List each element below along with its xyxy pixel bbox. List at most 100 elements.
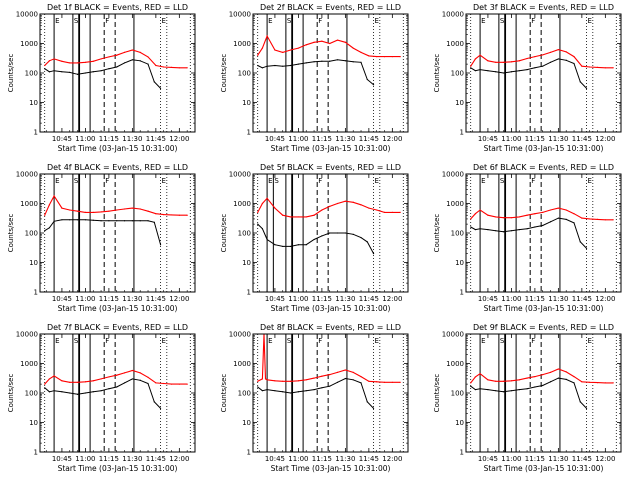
- lld-point: [510, 380, 513, 382]
- lld-point: [186, 67, 188, 69]
- events-point: [123, 220, 126, 222]
- x-tick-label: 10:45: [265, 295, 285, 303]
- events-point: [510, 230, 513, 232]
- x-tick-label: 12:00: [595, 455, 615, 463]
- lld-point: [53, 58, 55, 60]
- events-point: [297, 391, 300, 393]
- events-point: [116, 386, 118, 388]
- lld-point: [123, 208, 126, 210]
- panel-9: Det 9f BLACK = Events, RED = LLD E S F E 1 10 1…: [433, 323, 622, 473]
- y-tick-label: 10000: [442, 331, 464, 339]
- lld-point: [53, 195, 55, 197]
- y-axis-label: Counts/sec: [7, 214, 15, 253]
- y-axis-label: Counts/sec: [220, 214, 228, 253]
- lld-point: [170, 66, 173, 68]
- y-axis-label: Counts/sec: [7, 54, 15, 93]
- lld-point: [282, 214, 284, 216]
- panel-mark: E: [55, 177, 59, 185]
- panel-7: Det 7f BLACK = Events, RED = LLD E S F E 1 10 1…: [7, 323, 196, 473]
- y-axis-label: Counts/sec: [7, 374, 15, 413]
- x-tick-label: 11:15: [312, 135, 332, 143]
- events-point: [266, 65, 268, 67]
- lld-point: [274, 380, 276, 382]
- lld-point: [321, 209, 323, 211]
- events-point: [487, 70, 489, 72]
- events-point: [526, 69, 528, 71]
- lld-point: [352, 371, 354, 373]
- lld-point: [84, 381, 87, 383]
- lld-point: [61, 380, 63, 382]
- events-point: [565, 218, 567, 220]
- lld-point: [368, 55, 370, 57]
- lld-series-line: [257, 334, 401, 383]
- lld-point: [502, 61, 505, 63]
- panel-mark: S: [287, 337, 292, 345]
- y-tick-label: 1: [34, 129, 38, 137]
- events-point: [321, 235, 323, 237]
- events-point: [76, 73, 79, 75]
- plot-area: [470, 334, 617, 452]
- lld-point: [565, 51, 567, 53]
- lld-point: [297, 216, 300, 218]
- lld-point: [565, 371, 567, 373]
- lld-point: [76, 62, 79, 64]
- x-tick-label: 11:30: [335, 455, 355, 463]
- events-point: [336, 381, 339, 383]
- lld-point: [596, 66, 599, 68]
- events-point: [329, 232, 331, 234]
- events-point: [534, 386, 536, 388]
- y-axis-label: Counts/sec: [433, 54, 441, 93]
- y-tick-label: 1: [460, 449, 464, 457]
- lld-point: [549, 209, 552, 211]
- y-tick-label: 1000: [20, 200, 38, 208]
- y-tick-label: 100: [238, 390, 251, 398]
- x-axis-label: Start Time (03-Jan-15 10:31:00): [271, 464, 391, 473]
- y-tick-label: 1: [247, 289, 251, 297]
- lld-point: [336, 39, 339, 41]
- panel-mark: F: [531, 337, 535, 345]
- x-tick-label: 10:45: [265, 135, 285, 143]
- lld-point: [131, 49, 133, 51]
- panel-1: Det 1f BLACK = Events, RED = LLD E S F E 1 10 1…: [7, 3, 196, 153]
- lld-point: [376, 209, 378, 211]
- events-point: [542, 224, 544, 227]
- lld-point: [589, 66, 591, 68]
- y-tick-label: 100: [25, 230, 38, 238]
- y-tick-label: 1: [460, 129, 464, 137]
- lld-point: [92, 380, 94, 382]
- x-axis-label: Start Time (03-Jan-15 10:31:00): [484, 144, 604, 153]
- lld-point: [399, 381, 401, 383]
- events-point: [139, 60, 141, 62]
- events-point: [76, 393, 79, 395]
- panel-mark: S: [287, 17, 292, 25]
- y-tick-label: 10: [455, 419, 464, 427]
- events-point: [44, 68, 46, 70]
- x-axis-label: Start Time (03-Jan-15 10:31:00): [484, 464, 604, 473]
- events-point: [502, 72, 505, 74]
- events-point: [565, 378, 567, 380]
- events-point: [261, 67, 263, 69]
- events-point: [274, 244, 276, 246]
- lld-point: [391, 211, 393, 213]
- x-tick-label: 11:00: [288, 295, 308, 303]
- lld-point: [518, 216, 520, 218]
- panel-mark: S: [74, 337, 79, 345]
- lld-point: [100, 378, 102, 380]
- events-point: [153, 81, 155, 83]
- lld-point: [305, 379, 307, 381]
- lld-point: [329, 205, 331, 207]
- lld-point: [257, 211, 259, 213]
- x-tick-label: 10:45: [265, 455, 285, 463]
- lld-point: [178, 383, 180, 385]
- events-point: [579, 241, 581, 243]
- events-point: [510, 71, 513, 73]
- panel-mark: E: [375, 17, 379, 25]
- events-series-line: [257, 377, 374, 409]
- y-tick-label: 100: [451, 390, 464, 398]
- panel-mark: E: [588, 337, 592, 345]
- events-point: [479, 69, 481, 71]
- y-tick-label: 10: [242, 259, 251, 267]
- events-point: [585, 247, 588, 250]
- events-point: [100, 390, 102, 392]
- x-tick-label: 11:30: [548, 135, 568, 143]
